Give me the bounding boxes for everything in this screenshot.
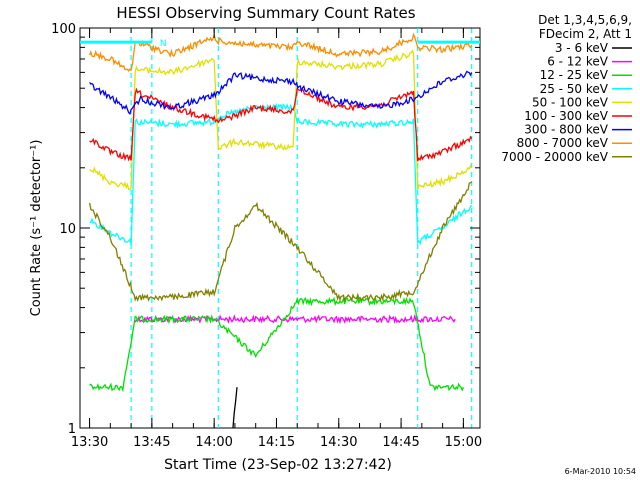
x-tick-label: 15:00 (445, 435, 482, 450)
x-tick-label: 14:15 (258, 435, 295, 450)
footer-date: 6-Mar-2010 10:54 (565, 467, 636, 476)
series-line (89, 102, 473, 246)
y-tick-label: 100 (51, 22, 76, 37)
legend-item-label: 25 - 50 keV (540, 82, 609, 96)
x-axis: 13:30 13:45 14:00 14:15 14:30 14:45 15:00 (71, 28, 482, 450)
legend-item-label: 300 - 800 keV (524, 123, 608, 137)
y-axis: 1 10 100 (51, 22, 480, 437)
series-line (89, 49, 473, 191)
legend-item-label: 800 - 7000 keV (517, 136, 609, 150)
legend-header-line-1: Det 1,3,4,5,6,9, (538, 13, 632, 27)
x-tick-label: 13:30 (71, 435, 108, 450)
top-marker-label: N (160, 39, 167, 49)
legend-item-label: 3 - 6 keV (555, 41, 609, 55)
series-line (88, 181, 473, 303)
x-axis-label: Start Time (23-Sep-02 13:27:42) (164, 457, 392, 473)
plot-area: N (79, 27, 481, 429)
series-line (88, 32, 473, 72)
x-tick-label: 14:00 (195, 435, 232, 450)
series-line (232, 387, 238, 428)
legend-item-label: 7000 - 20000 keV (501, 150, 608, 164)
legend-header-line-2: FDecim 2, Att 1 (539, 27, 632, 41)
y-axis-label: Count Rate (s⁻¹ detector⁻¹) (29, 140, 44, 317)
chart-title: HESSI Observing Summary Count Rates (116, 4, 415, 22)
legend-item-label: 50 - 100 keV (532, 95, 609, 109)
legend-item-label: 100 - 300 keV (524, 109, 608, 123)
x-tick-label: 14:45 (382, 435, 419, 450)
series-line (89, 87, 473, 162)
x-tick-label: 13:45 (133, 435, 170, 450)
x-tick-label: 14:30 (320, 435, 357, 450)
series-line (89, 70, 473, 116)
legend: Det 1,3,4,5,6,9, FDecim 2, Att 1 3 - 6 k… (501, 13, 632, 164)
y-tick-label: 10 (59, 222, 76, 237)
y-tick-label: 1 (68, 422, 76, 437)
series-line (89, 296, 465, 393)
legend-item-label: 12 - 25 keV (540, 68, 609, 82)
legend-item-label: 6 - 12 keV (547, 55, 609, 69)
plot-content: N (80, 28, 480, 428)
